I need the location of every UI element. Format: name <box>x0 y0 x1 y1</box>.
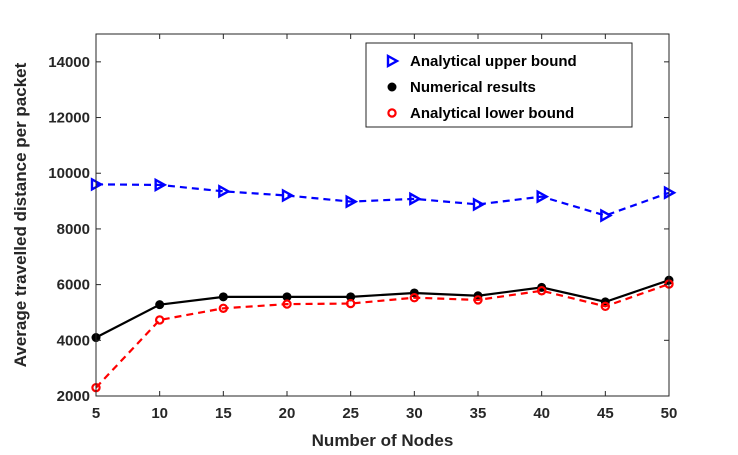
legend-marker-numerical <box>387 82 397 92</box>
y-tick-label: 10000 <box>48 165 90 182</box>
x-tick-label: 50 <box>661 405 678 422</box>
y-tick-label: 4000 <box>57 332 90 349</box>
data-point <box>218 184 231 199</box>
data-point <box>155 300 165 310</box>
legend-label-upper-bound: Analytical upper bound <box>410 53 577 70</box>
data-point <box>472 197 486 212</box>
data-point <box>345 194 359 209</box>
data-point <box>282 299 292 309</box>
x-tick-label: 20 <box>279 405 296 422</box>
data-point <box>409 191 422 206</box>
data-point <box>473 295 483 305</box>
legend-label-numerical: Numerical results <box>410 79 536 96</box>
series-line <box>95 283 670 389</box>
series-line <box>95 279 670 339</box>
data-point <box>218 303 229 313</box>
x-axis-label: Number of Nodes <box>312 431 454 450</box>
data-point <box>154 315 165 325</box>
y-axis-label: Average travelled distance per packet <box>11 62 30 367</box>
legend-label-lower-bound: Analytical lower bound <box>410 105 574 122</box>
legend-marker-symbol <box>387 108 397 118</box>
data-point <box>409 293 420 303</box>
y-tick-label: 2000 <box>57 388 90 405</box>
x-tick-label: 5 <box>92 405 100 422</box>
legend-marker-upper-bound <box>386 53 400 69</box>
data-point <box>600 301 611 312</box>
series-1 <box>91 275 674 343</box>
y-tick-label: 14000 <box>48 54 90 71</box>
x-tick-label: 35 <box>470 405 487 422</box>
y-tick-label: 8000 <box>57 221 90 238</box>
legend-box <box>365 42 633 128</box>
legend: Analytical upper bound Numerical results… <box>365 42 633 128</box>
data-point <box>536 189 550 204</box>
data-point <box>536 286 547 296</box>
legend-marker-lower-bound <box>387 108 397 118</box>
data-point <box>154 177 168 192</box>
series-0 <box>90 177 677 223</box>
plot-area-frame <box>95 33 670 397</box>
y-tick-label: 12000 <box>48 110 90 127</box>
x-tick-label: 45 <box>597 405 614 422</box>
data-point <box>345 298 356 309</box>
legend-marker-symbol <box>386 53 400 69</box>
data-point <box>281 188 295 203</box>
data-point <box>218 292 228 302</box>
x-tick-label: 25 <box>342 405 359 422</box>
y-tick-label: 6000 <box>57 277 90 294</box>
series-layer <box>90 177 677 393</box>
x-tick-label: 15 <box>215 405 232 422</box>
tick-layer: 5 10 15 20 25 30 35 40 45 50 2000 4000 6000 8000 10000… <box>48 34 677 422</box>
x-tick-label: 30 <box>406 405 423 422</box>
x-tick-label: 10 <box>151 405 168 422</box>
x-tick-label: 40 <box>533 405 550 422</box>
data-point <box>600 208 613 223</box>
series-line <box>95 183 670 217</box>
legend-marker-symbol <box>387 82 397 92</box>
